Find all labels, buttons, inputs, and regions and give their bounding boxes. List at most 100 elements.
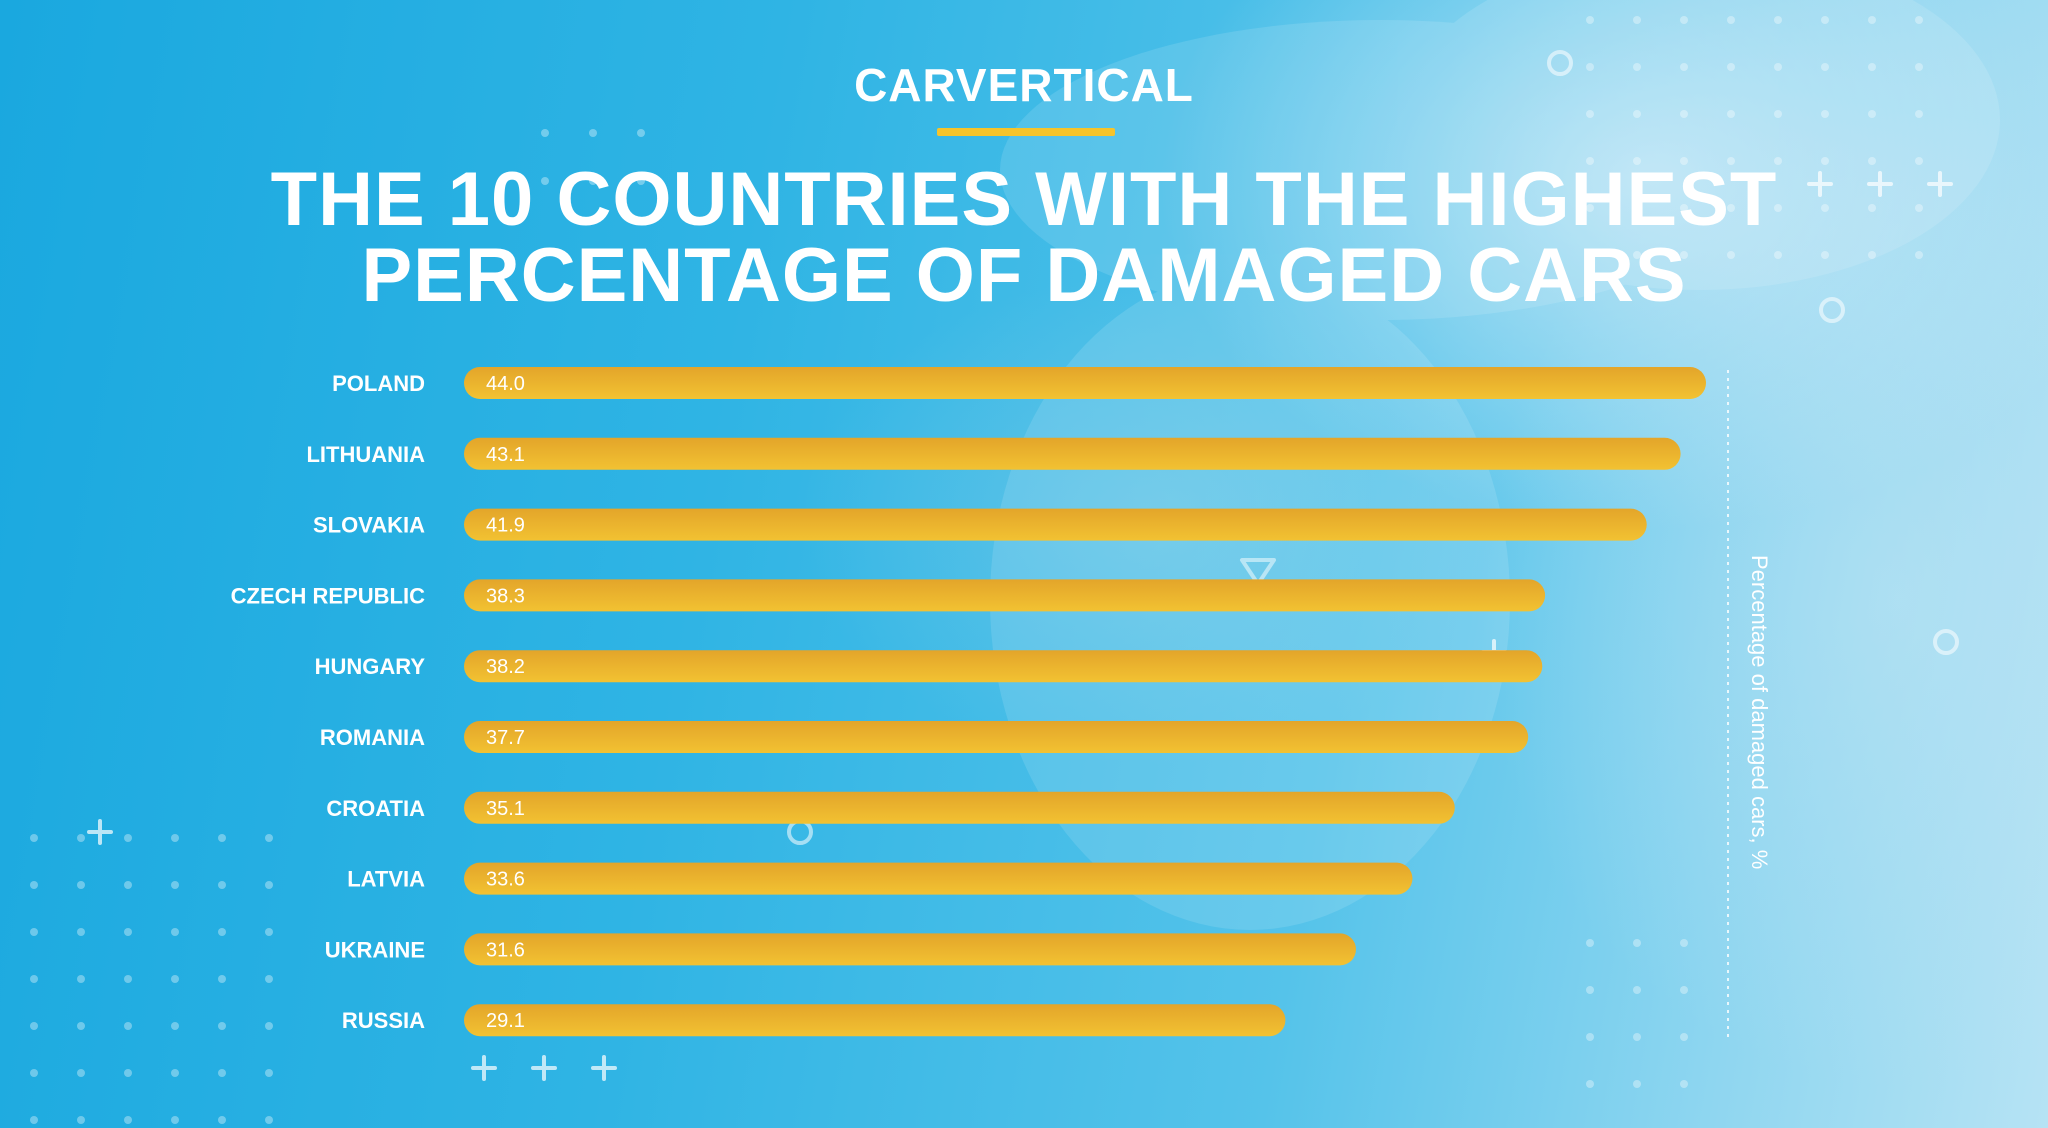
decor-dot	[1586, 986, 1594, 994]
decor-dot	[1774, 251, 1782, 259]
decor-dot	[1868, 157, 1876, 165]
decor-dot	[265, 834, 273, 842]
bar	[464, 508, 1647, 541]
category-label: CZECH REPUBLIC	[231, 583, 425, 608]
plus-icon	[1867, 171, 1893, 197]
decor-dot	[1821, 157, 1829, 165]
bar	[464, 367, 1706, 399]
plus-icon	[591, 1055, 617, 1081]
bar	[464, 791, 1455, 824]
decor-dot	[124, 1022, 132, 1030]
decor-dot	[265, 928, 273, 936]
bar-value-label: 41.9	[486, 515, 525, 537]
decor-dot	[171, 1116, 179, 1124]
decor-dot	[1633, 986, 1641, 994]
decor-dot	[218, 1116, 226, 1124]
bar	[464, 721, 1529, 753]
decor-dot	[1915, 63, 1923, 71]
decor-dot	[124, 834, 132, 842]
dot-grid-pattern	[30, 16, 1923, 1124]
decor-dot	[1633, 63, 1641, 71]
bar-value-label: 31.6	[486, 939, 525, 961]
triangle-icon	[1240, 558, 1276, 586]
decor-dot	[1633, 251, 1641, 259]
decor-dot	[589, 177, 597, 185]
decor-dot	[1774, 16, 1782, 24]
decor-dot	[1821, 204, 1829, 212]
bar-value-label: 35.1	[486, 798, 525, 820]
decor-dot	[1868, 251, 1876, 259]
category-label: CROATIA	[326, 796, 425, 821]
decor-dot	[1680, 63, 1688, 71]
decor-dot	[265, 1116, 273, 1124]
plus-icon	[471, 1055, 497, 1081]
decor-dot	[1821, 251, 1829, 259]
decor-dot	[1586, 1033, 1594, 1041]
decor-dot	[77, 975, 85, 983]
decor-dot	[171, 1069, 179, 1077]
bar	[464, 1004, 1286, 1037]
chart-title-line-2: PERCENTAGE OF DAMAGED CARS	[361, 233, 1687, 318]
decor-dot	[1821, 16, 1829, 24]
decor-dot	[124, 1069, 132, 1077]
bar	[464, 862, 1413, 895]
ring-icon	[1819, 297, 1845, 323]
decor-dot	[1868, 16, 1876, 24]
decor-dot	[77, 834, 85, 842]
decor-dot	[1586, 204, 1594, 212]
decor-dot	[1727, 16, 1735, 24]
axis-label: Percentage of damaged cars, %	[1747, 555, 1772, 869]
decor-dot	[1680, 157, 1688, 165]
decor-dot	[171, 975, 179, 983]
decor-dot	[171, 881, 179, 889]
decor-dot	[30, 1116, 38, 1124]
bar	[464, 650, 1543, 683]
decor-dot	[1915, 16, 1923, 24]
bar-value-label: 38.2	[486, 656, 525, 678]
decor-dot	[1727, 63, 1735, 71]
decor-dot	[1586, 1080, 1594, 1088]
bar-value-label: 29.1	[486, 1010, 525, 1032]
category-label: ROMANIA	[320, 725, 425, 750]
decor-dot	[1586, 110, 1594, 118]
ring-icon	[1933, 629, 1959, 655]
category-label: HUNGARY	[315, 654, 426, 679]
decor-dot	[124, 975, 132, 983]
decor-dot	[124, 928, 132, 936]
decor-dot	[589, 129, 597, 137]
decor-dot	[1680, 1033, 1688, 1041]
decor-dot	[1915, 251, 1923, 259]
bar-value-label: 44.0	[486, 373, 525, 395]
decor-dot	[1680, 251, 1688, 259]
decor-dot	[265, 881, 273, 889]
plus-icon	[87, 819, 113, 845]
decor-dot	[265, 1069, 273, 1077]
decor-dot	[1680, 204, 1688, 212]
decor-dot	[1633, 16, 1641, 24]
decor-dot	[77, 1116, 85, 1124]
category-label: LITHUANIA	[306, 442, 425, 467]
decor-dot	[1727, 204, 1735, 212]
decor-dot	[30, 881, 38, 889]
category-label: SLOVAKIA	[313, 513, 425, 538]
decor-dot	[77, 1069, 85, 1077]
decor-dot	[1633, 1080, 1641, 1088]
category-label: POLAND	[332, 371, 425, 396]
decor-dot	[124, 1116, 132, 1124]
decor-dot	[1915, 110, 1923, 118]
decor-dot	[1774, 110, 1782, 118]
bar	[464, 933, 1356, 966]
decor-dot	[1680, 1080, 1688, 1088]
decor-dot	[1633, 110, 1641, 118]
decor-dot	[541, 129, 549, 137]
bar-value-label: 38.3	[486, 585, 525, 607]
bar-value-label: 37.7	[486, 727, 525, 749]
decor-dot	[1915, 204, 1923, 212]
decor-dot	[30, 1069, 38, 1077]
decor-dot	[1727, 110, 1735, 118]
decor-dot	[171, 1022, 179, 1030]
decor-dot	[265, 975, 273, 983]
decor-dot	[124, 881, 132, 889]
decor-dot	[1774, 204, 1782, 212]
